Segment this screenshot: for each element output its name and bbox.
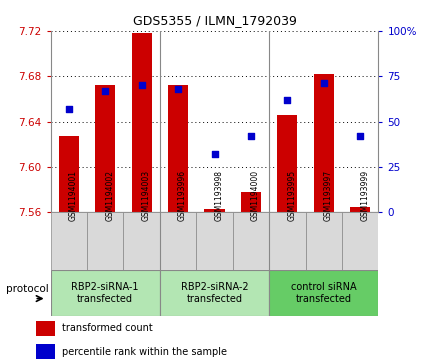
Point [65,106,72,112]
Bar [342,212,378,270]
Text: RBP2-siRNA-1
transfected: RBP2-siRNA-1 transfected [71,282,139,304]
Bar [196,212,233,270]
Text: GSM1193999: GSM1193999 [360,170,369,221]
Bar [124,212,160,270]
Bar [36,344,55,359]
Point [284,97,291,103]
Bar [305,212,342,270]
Bar [36,321,55,336]
Text: GSM1193998: GSM1193998 [215,170,224,221]
Text: GSM1193996: GSM1193996 [178,170,187,221]
Text: GSM1194002: GSM1194002 [105,170,114,221]
Text: RBP2-siRNA-2
transfected: RBP2-siRNA-2 transfected [181,282,248,304]
Bar [132,33,152,212]
Title: GDS5355 / ILMN_1792039: GDS5355 / ILMN_1792039 [132,14,297,27]
Bar [59,136,79,212]
Point [357,133,364,139]
Bar [160,212,196,270]
Bar [269,212,305,270]
Bar [205,209,224,212]
Text: GSM1194000: GSM1194000 [251,170,260,221]
Text: control siRNA
transfected: control siRNA transfected [291,282,356,304]
Text: percentile rank within the sample: percentile rank within the sample [62,347,227,357]
Bar [269,270,378,316]
Bar [87,212,124,270]
Point [175,86,182,92]
Text: protocol: protocol [6,284,48,294]
Bar [350,207,370,212]
Bar [314,74,334,212]
Bar [51,270,160,316]
Bar [277,115,297,212]
Bar [51,212,87,270]
Point [247,133,254,139]
Bar [241,192,261,212]
Bar [160,270,269,316]
Point [320,81,327,86]
Bar [233,212,269,270]
Point [102,88,109,94]
Bar [168,85,188,212]
Text: transformed count: transformed count [62,323,153,333]
Bar [95,85,115,212]
Point [211,151,218,157]
Text: GSM1194003: GSM1194003 [142,170,150,221]
Text: GSM1193997: GSM1193997 [324,170,333,221]
Point [138,82,145,88]
Text: GSM1194001: GSM1194001 [69,170,78,221]
Text: GSM1193995: GSM1193995 [287,170,297,221]
